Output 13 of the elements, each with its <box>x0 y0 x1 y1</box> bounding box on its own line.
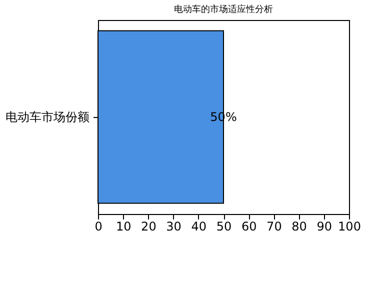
x-tick-label: 40 <box>191 220 207 234</box>
x-tick-label: 50 <box>216 220 232 234</box>
x-tick-label: 10 <box>116 220 132 234</box>
x-tick-label: 90 <box>316 220 332 234</box>
y-tick-label: 电动车市场份额 <box>6 110 90 124</box>
x-tick-label: 60 <box>241 220 257 234</box>
x-tick-label: 30 <box>166 220 182 234</box>
x-tick-label: 80 <box>292 220 307 234</box>
chart-title: 电动车的市场适应性分析 <box>174 4 273 15</box>
x-tick-label: 20 <box>141 220 156 234</box>
x-tick-label: 70 <box>266 220 282 234</box>
x-tick-label: 100 <box>338 220 361 234</box>
x-tick-label: 0 <box>94 220 102 234</box>
